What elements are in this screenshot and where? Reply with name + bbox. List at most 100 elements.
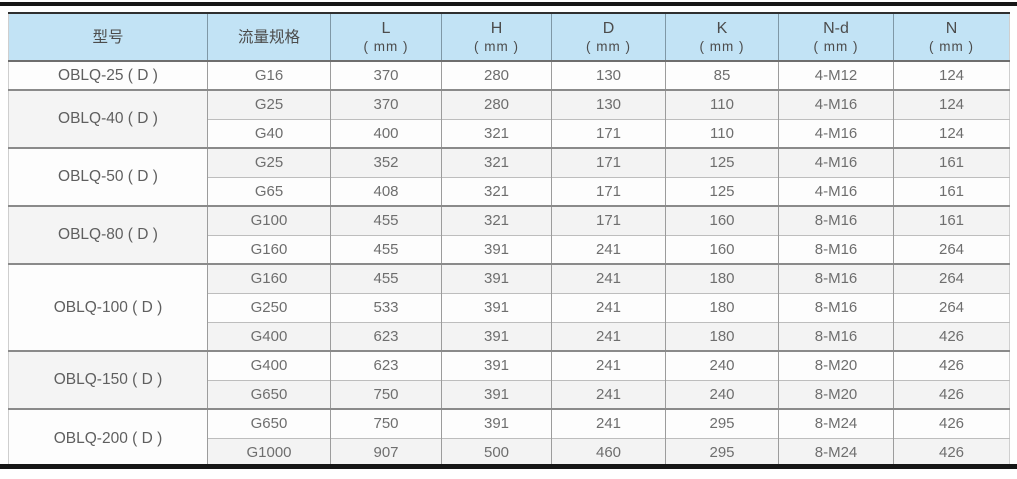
cell-H: 321 — [441, 147, 552, 177]
cell-K: 240 — [665, 379, 779, 409]
cell-flow: G1000 — [207, 437, 331, 467]
cell-L: 455 — [330, 234, 442, 264]
cell-N-d: 8-M24 — [778, 408, 894, 438]
model-cell: OBLQ-100 ( D ) — [8, 263, 208, 351]
cell-flow: G65 — [207, 176, 331, 206]
cell-flow: G400 — [207, 321, 331, 351]
cell-H: 321 — [441, 205, 552, 235]
table-row: G160 455 391 241 160 8-M16 264 — [9, 234, 1010, 264]
model-cell: OBLQ-25 ( D ) — [8, 61, 208, 90]
column-label: K — [716, 20, 728, 37]
cell-K: 125 — [665, 176, 779, 206]
cell-N: 426 — [893, 437, 1010, 467]
cell-D: 171 — [551, 147, 666, 177]
cell-D: 130 — [551, 89, 666, 119]
table-row: OBLQ-40 ( D ) G25 370 280 130 110 4-M16 124 — [8, 89, 1010, 148]
cell-N: 426 — [893, 350, 1010, 380]
column-label: L — [381, 20, 391, 37]
cell-K: 125 — [665, 147, 779, 177]
column-header-flow: 流量规格 — [207, 12, 331, 62]
cell-K: 160 — [665, 234, 779, 264]
cell-flow: G400 — [207, 350, 331, 380]
cell-flow: G160 — [207, 234, 331, 264]
cell-H: 391 — [441, 292, 552, 322]
column-label: 流量规格 — [237, 28, 300, 46]
cell-L: 400 — [330, 118, 442, 148]
cell-L: 455 — [330, 205, 442, 235]
model-cell: OBLQ-40 ( D ) — [8, 89, 208, 148]
dimension-table: 型号 流量规格 L ( mm ) H ( mm ) D ( mm ) K ( mm ) N-d ( m… — [8, 12, 1010, 467]
cell-N: 161 — [893, 176, 1010, 206]
table-row: G400 623 391 241 180 8-M16 426 — [9, 321, 1010, 351]
table-header: 型号 流量规格 L ( mm ) H ( mm ) D ( mm ) K ( mm ) N-d ( m… — [8, 12, 1010, 62]
cell-H: 391 — [441, 350, 552, 380]
model-cell: OBLQ-50 ( D ) — [8, 147, 208, 206]
cell-N: 124 — [893, 61, 1010, 90]
table-row: OBLQ-150 ( D ) G400 623 391 241 240 8-M20 426 — [8, 350, 1010, 409]
cell-D: 460 — [551, 437, 666, 467]
cell-N: 264 — [893, 234, 1010, 264]
column-header-N-d: N-d ( mm ) — [778, 12, 894, 62]
table-row: G650 750 391 241 240 8-M20 426 — [9, 379, 1010, 409]
cell-D: 171 — [551, 176, 666, 206]
cell-H: 391 — [441, 321, 552, 351]
column-header-D: D ( mm ) — [551, 12, 666, 62]
cell-flow: G650 — [207, 408, 331, 438]
cell-N-d: 4-M16 — [778, 147, 894, 177]
column-unit: ( mm ) — [929, 39, 974, 54]
cell-D: 171 — [551, 205, 666, 235]
cell-H: 321 — [441, 118, 552, 148]
column-header-H: H ( mm ) — [441, 12, 552, 62]
cell-N-d: 4-M16 — [778, 89, 894, 119]
column-unit: ( mm ) — [586, 39, 631, 54]
column-header-K: K ( mm ) — [665, 12, 779, 62]
cell-N-d: 8-M16 — [778, 234, 894, 264]
cell-N-d: 8-M24 — [778, 437, 894, 467]
cell-K: 110 — [665, 89, 779, 119]
cell-L: 907 — [330, 437, 442, 467]
cell-D: 241 — [551, 321, 666, 351]
cell-H: 391 — [441, 234, 552, 264]
cell-N-d: 4-M16 — [778, 176, 894, 206]
dimension-table-container: 型号 流量规格 L ( mm ) H ( mm ) D ( mm ) K ( mm ) N-d ( m… — [8, 12, 1010, 467]
cell-D: 171 — [551, 118, 666, 148]
cell-N: 264 — [893, 292, 1010, 322]
cell-D: 241 — [551, 263, 666, 293]
table-row: OBLQ-200 ( D ) G650 750 391 241 295 8-M24 426 — [8, 408, 1010, 467]
column-unit: ( mm ) — [474, 39, 519, 54]
cell-N: 161 — [893, 147, 1010, 177]
cell-N-d: 8-M16 — [778, 263, 894, 293]
cell-H: 391 — [441, 408, 552, 438]
column-header-L: L ( mm ) — [330, 12, 442, 62]
cell-N-d: 8-M16 — [778, 321, 894, 351]
cell-D: 241 — [551, 350, 666, 380]
cell-L: 750 — [330, 379, 442, 409]
column-label: H — [490, 20, 503, 37]
cell-L: 750 — [330, 408, 442, 438]
cell-K: 180 — [665, 321, 779, 351]
cell-N: 161 — [893, 205, 1010, 235]
cell-H: 280 — [441, 89, 552, 119]
cell-K: 240 — [665, 350, 779, 380]
column-label: N-d — [823, 20, 849, 37]
cell-H: 321 — [441, 176, 552, 206]
bottom-horizontal-rule — [0, 464, 1017, 469]
cell-K: 180 — [665, 292, 779, 322]
cell-L: 370 — [330, 89, 442, 119]
cell-flow: G100 — [207, 205, 331, 235]
model-cell: OBLQ-80 ( D ) — [8, 205, 208, 264]
cell-flow: G250 — [207, 292, 331, 322]
cell-D: 241 — [551, 379, 666, 409]
cell-N: 426 — [893, 408, 1010, 438]
table-row: G65 408 321 171 125 4-M16 161 — [9, 176, 1010, 206]
column-label: 型号 — [92, 28, 124, 46]
table-row: G1000 907 500 460 295 8-M24 426 — [9, 437, 1010, 467]
cell-L: 370 — [330, 61, 442, 90]
column-header-model: 型号 — [8, 12, 208, 62]
cell-D: 241 — [551, 292, 666, 322]
table-row: OBLQ-80 ( D ) G100 455 321 171 160 8-M16 161 — [8, 205, 1010, 264]
cell-K: 295 — [665, 437, 779, 467]
cell-H: 500 — [441, 437, 552, 467]
cell-K: 295 — [665, 408, 779, 438]
